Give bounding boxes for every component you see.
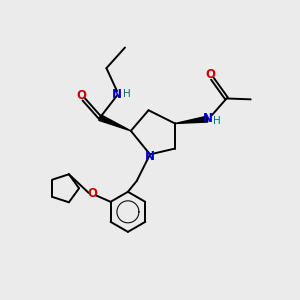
Text: O: O xyxy=(205,68,215,81)
Text: H: H xyxy=(123,89,130,99)
Polygon shape xyxy=(175,116,208,124)
Text: O: O xyxy=(87,187,97,200)
Text: N: N xyxy=(203,112,213,125)
Text: H: H xyxy=(213,116,221,126)
Text: N: N xyxy=(112,88,122,101)
Text: O: O xyxy=(76,89,86,102)
Text: N: N xyxy=(144,150,154,163)
Polygon shape xyxy=(99,115,131,131)
